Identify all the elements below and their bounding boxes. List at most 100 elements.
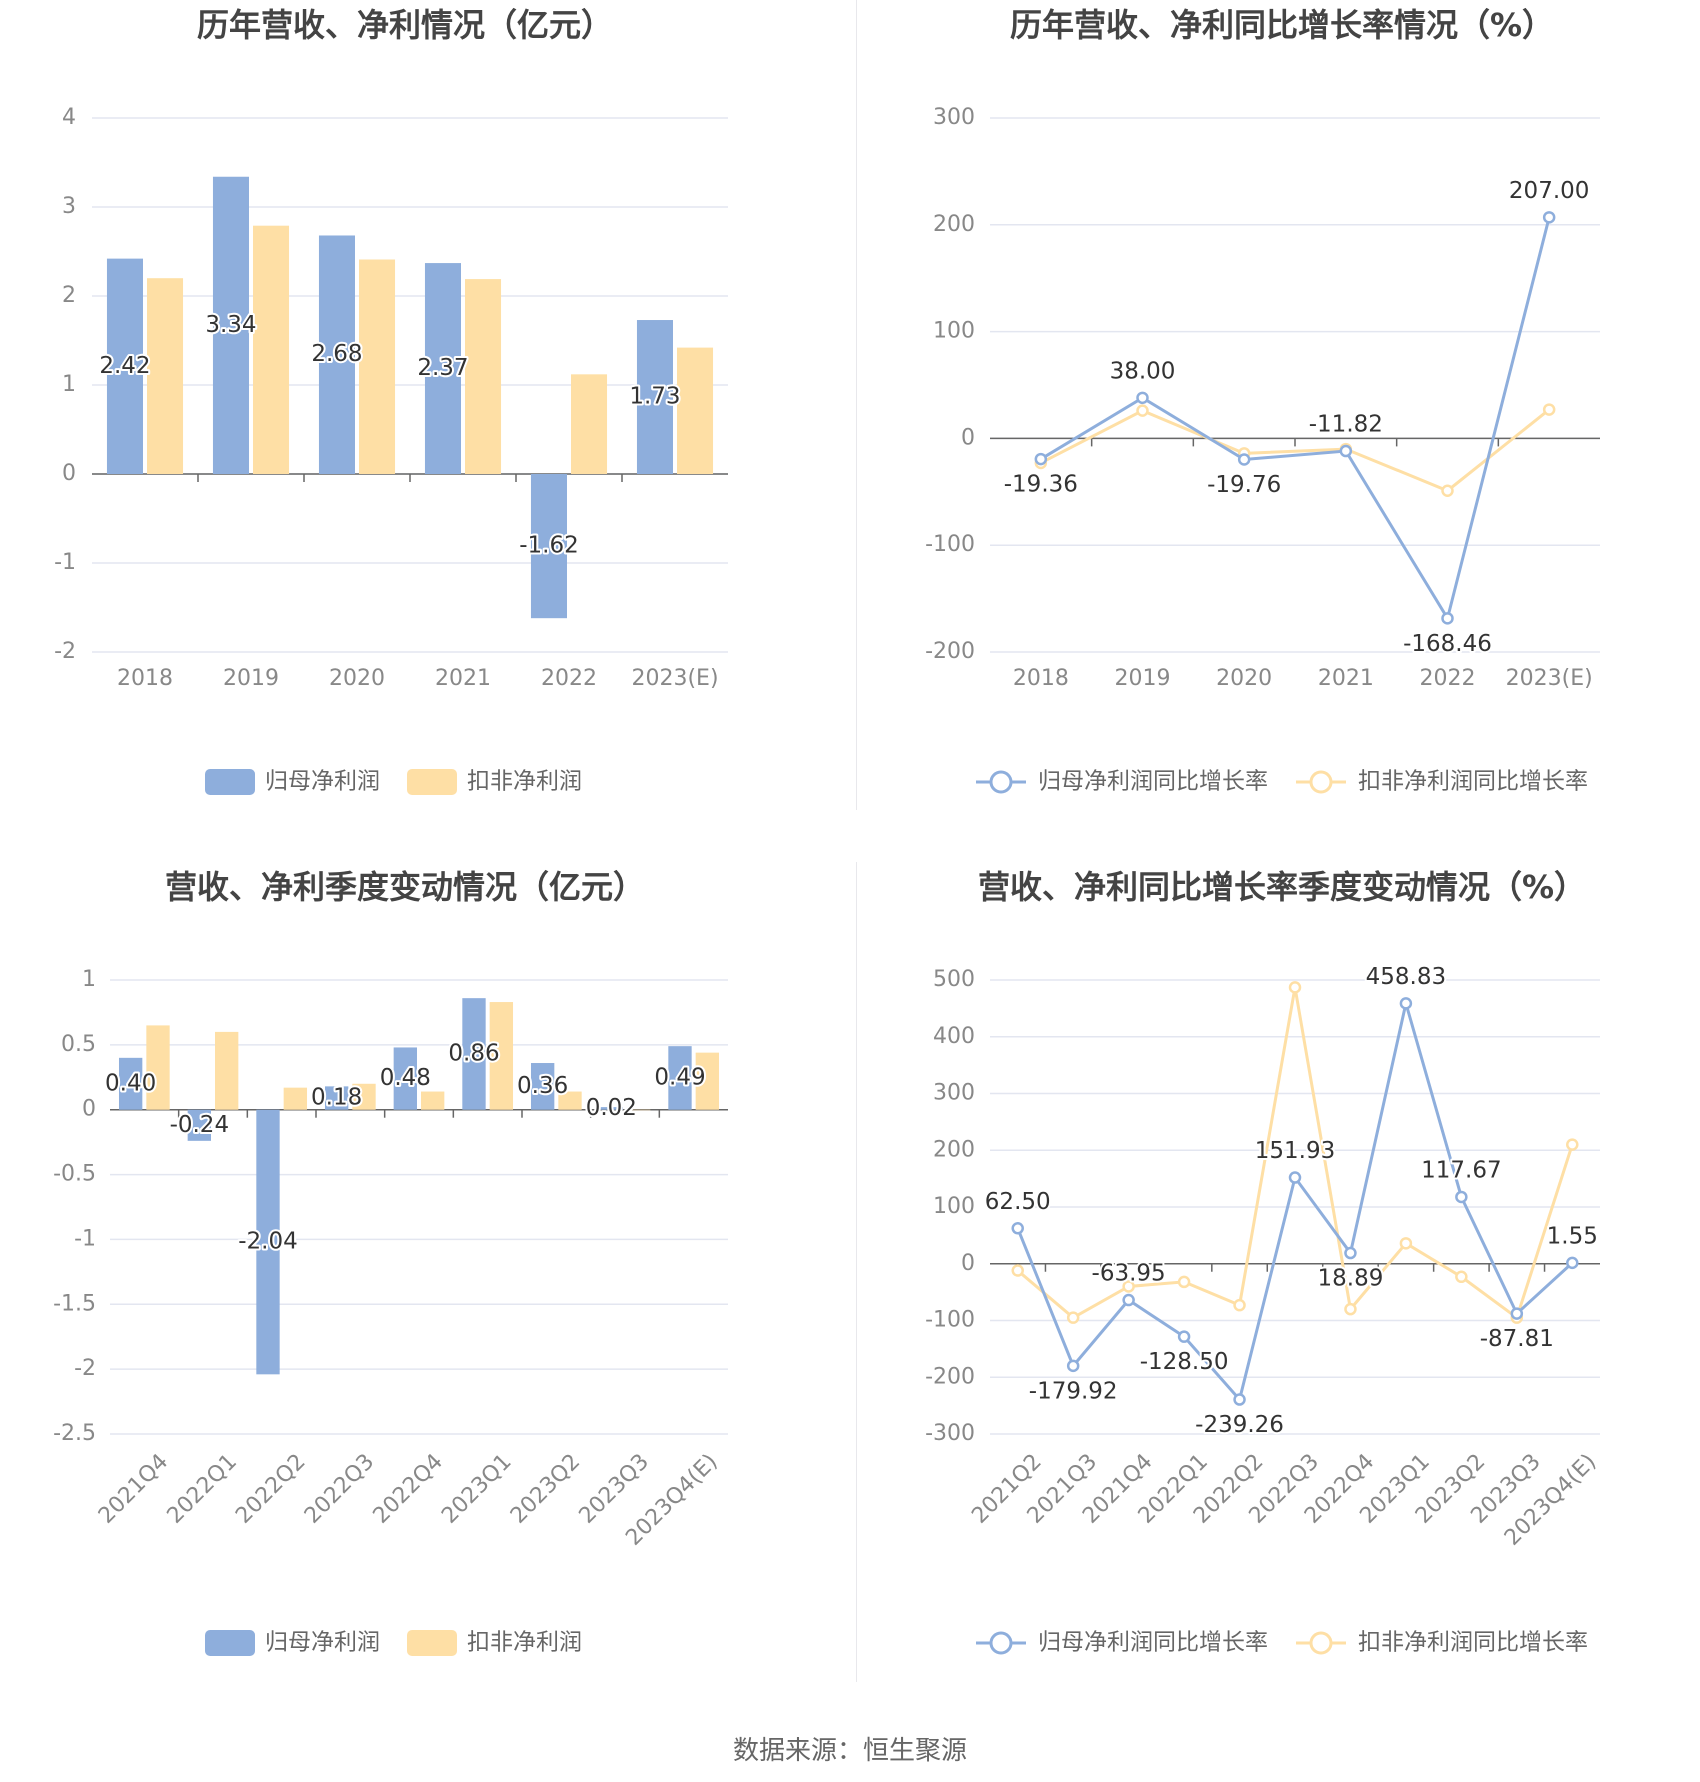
point-扣非净利润同比增长率 xyxy=(1233,1298,1246,1312)
point-归母净利润同比增长率 xyxy=(1339,444,1353,458)
point-归母净利润同比增长率 xyxy=(1542,211,1556,224)
point-归母净利润同比增长率 xyxy=(1237,453,1251,466)
point-扣非净利润同比增长率 xyxy=(1542,403,1556,416)
x-tick-label: 2023Q1 xyxy=(437,1449,516,1528)
point-归母净利润同比增长率 xyxy=(1441,612,1454,625)
data-label: -1.62 xyxy=(519,533,579,559)
bar-扣非净利润 xyxy=(146,1025,170,1110)
y-tick-label: -200 xyxy=(925,1364,975,1389)
line-扣非净利润同比增长率 xyxy=(1040,408,1551,493)
x-tick-label: 2018 xyxy=(117,666,173,691)
data-label: -63.95 xyxy=(1092,1261,1166,1287)
y-tick-label: -100 xyxy=(925,1308,975,1333)
point-扣非净利润同比增长率 xyxy=(1011,1264,1024,1277)
legend-label: 归母净利润 xyxy=(265,769,380,795)
y-tick-label: 1 xyxy=(82,967,96,992)
bar-归母净利润 xyxy=(462,998,486,1110)
legend-swatch xyxy=(205,769,255,795)
legend-swatch xyxy=(989,1631,1013,1655)
y-tick-label: -300 xyxy=(925,1421,975,1446)
bar-扣非净利润 xyxy=(215,1031,239,1110)
y-tick-label: -2 xyxy=(74,1356,96,1381)
chart-title: 历年营收、净利情况（亿元） xyxy=(197,6,613,44)
bar-归母净利润 xyxy=(393,1047,417,1110)
legend-swatch xyxy=(407,769,457,795)
bar-归母净利润 xyxy=(212,176,249,475)
x-tick-label: 2018 xyxy=(1013,666,1069,691)
data-label: 2.42 xyxy=(99,353,150,379)
chart-title: 营收、净利同比增长率季度变动情况（%） xyxy=(978,868,1586,906)
data-label: -11.82 xyxy=(1309,412,1383,438)
y-tick-label: 1 xyxy=(62,372,76,397)
bar-归母净利润 xyxy=(118,1057,143,1110)
data-label: 2.37 xyxy=(417,355,468,381)
x-tick-label: 2022Q1 xyxy=(163,1449,242,1528)
bar-扣非净利润 xyxy=(465,279,502,474)
point-归母净利润同比增长率 xyxy=(1011,1222,1024,1235)
point-归母净利润同比增长率 xyxy=(1233,1393,1246,1406)
bar-归母净利润 xyxy=(106,258,143,474)
y-tick-label: 300 xyxy=(933,105,975,130)
bar-归母净利润 xyxy=(530,1063,555,1110)
y-tick-label: 300 xyxy=(933,1081,975,1106)
legend-label: 归母净利润 xyxy=(265,1630,380,1656)
data-label: 62.50 xyxy=(985,1189,1051,1215)
bar-扣非净利润 xyxy=(359,259,396,474)
bar-扣非净利润 xyxy=(571,374,608,474)
data-label: 0.36 xyxy=(517,1073,568,1099)
x-tick-label: 2019 xyxy=(223,666,279,691)
legend-swatch xyxy=(1309,1631,1333,1655)
x-tick-label: 2019 xyxy=(1115,666,1171,691)
data-label: 18.89 xyxy=(1318,1266,1384,1292)
legend-swatch xyxy=(205,1630,255,1656)
legend-label: 归母净利润同比增长率 xyxy=(1038,769,1268,795)
data-label: 0.48 xyxy=(380,1065,431,1091)
y-tick-label: 100 xyxy=(933,319,975,344)
data-label: 117.67 xyxy=(1421,1157,1501,1183)
x-tick-label: 2023(E) xyxy=(631,666,718,691)
legend-label: 归母净利润同比增长率 xyxy=(1038,1630,1268,1656)
data-label: -2.04 xyxy=(238,1229,298,1255)
bar-归母净利润 xyxy=(187,1109,211,1141)
data-label: 207.00 xyxy=(1509,178,1589,204)
point-归母净利润同比增长率 xyxy=(1566,1256,1579,1270)
bar-归母净利润 xyxy=(668,1046,692,1110)
legend-label: 扣非净利润 xyxy=(467,1630,582,1656)
bar-扣非净利润 xyxy=(147,278,184,474)
data-source-note: 数据来源：恒生聚源 xyxy=(732,1736,967,1766)
x-tick-label: 2020 xyxy=(329,666,385,691)
data-label: 38.00 xyxy=(1110,358,1176,384)
bar-扣非净利润 xyxy=(352,1083,376,1110)
data-label: 0.49 xyxy=(654,1064,705,1090)
x-tick-label: 2022 xyxy=(1420,666,1476,691)
point-归母净利润同比增长率 xyxy=(1177,1330,1191,1343)
data-label: -239.26 xyxy=(1195,1412,1284,1438)
legend-label: 扣非净利润 xyxy=(467,769,582,795)
point-归母净利润同比增长率 xyxy=(1034,452,1048,466)
y-tick-label: 3 xyxy=(62,194,76,219)
x-tick-label: 2021 xyxy=(1318,666,1374,691)
data-label: -87.81 xyxy=(1480,1326,1554,1352)
data-label: -128.50 xyxy=(1140,1349,1229,1375)
bar-扣非净利润 xyxy=(677,347,714,474)
bar-扣非净利润 xyxy=(558,1091,582,1110)
point-扣非净利润同比增长率 xyxy=(1177,1275,1191,1289)
legend-label: 扣非净利润同比增长率 xyxy=(1358,769,1588,795)
bar-扣非净利润 xyxy=(421,1091,445,1110)
point-归母净利润同比增长率 xyxy=(1455,1190,1468,1204)
y-tick-label: -1 xyxy=(54,550,76,575)
point-扣非净利润同比增长率 xyxy=(1566,1138,1579,1151)
chart-title: 营收、净利季度变动情况（亿元） xyxy=(165,868,645,906)
y-tick-label: -1 xyxy=(74,1226,96,1251)
bar-扣非净利润 xyxy=(695,1052,720,1110)
data-label: 2.68 xyxy=(311,341,362,367)
point-扣非净利润同比增长率 xyxy=(1344,1302,1357,1316)
y-tick-label: -100 xyxy=(925,532,975,557)
y-tick-label: 400 xyxy=(933,1024,975,1049)
x-tick-label: 2022Q3 xyxy=(300,1449,379,1528)
legend-label: 扣非净利润同比增长率 xyxy=(1358,1630,1588,1656)
chart-title: 历年营收、净利同比增长率情况（%） xyxy=(1010,6,1554,44)
y-tick-label: 200 xyxy=(933,1137,975,1162)
point-扣非净利润同比增长率 xyxy=(1441,484,1454,497)
data-label: -179.92 xyxy=(1029,1378,1118,1404)
